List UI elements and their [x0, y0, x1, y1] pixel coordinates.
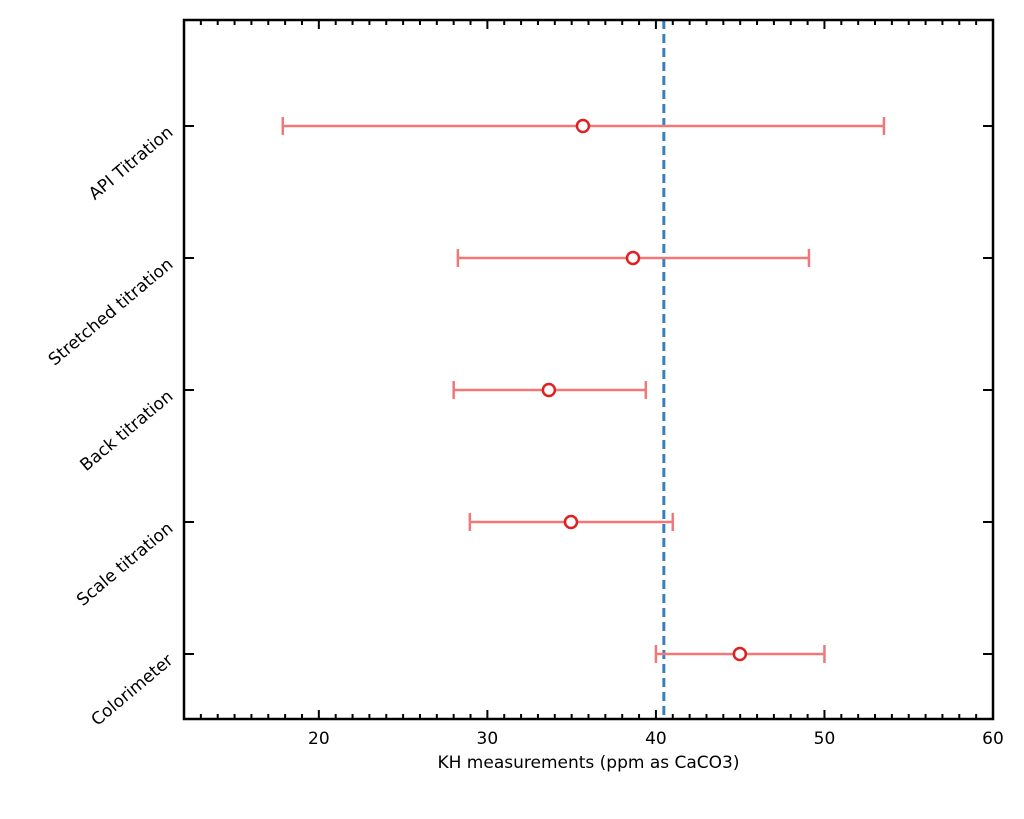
x-tick-label: 50	[814, 729, 836, 749]
data-point	[625, 250, 641, 266]
x-axis-label: KH measurements (ppm as CaCO3)	[437, 753, 739, 773]
y-tick-label: Scale titration	[73, 519, 177, 611]
plot-frame	[182, 18, 995, 721]
data-point	[563, 514, 579, 530]
data-point	[575, 118, 591, 134]
x-tick-label: 60	[982, 729, 1004, 749]
x-tick-label: 40	[645, 729, 667, 749]
y-tick-label: Stretched titration	[45, 255, 177, 371]
y-tick-label: Back titration	[76, 387, 177, 476]
data-point	[732, 646, 748, 662]
y-tick-label: API Titration	[85, 123, 177, 205]
x-tick-label: 30	[477, 729, 499, 749]
data-point	[541, 382, 557, 398]
y-tick-label: Colorimeter	[88, 651, 178, 731]
x-tick-label: 20	[308, 729, 330, 749]
